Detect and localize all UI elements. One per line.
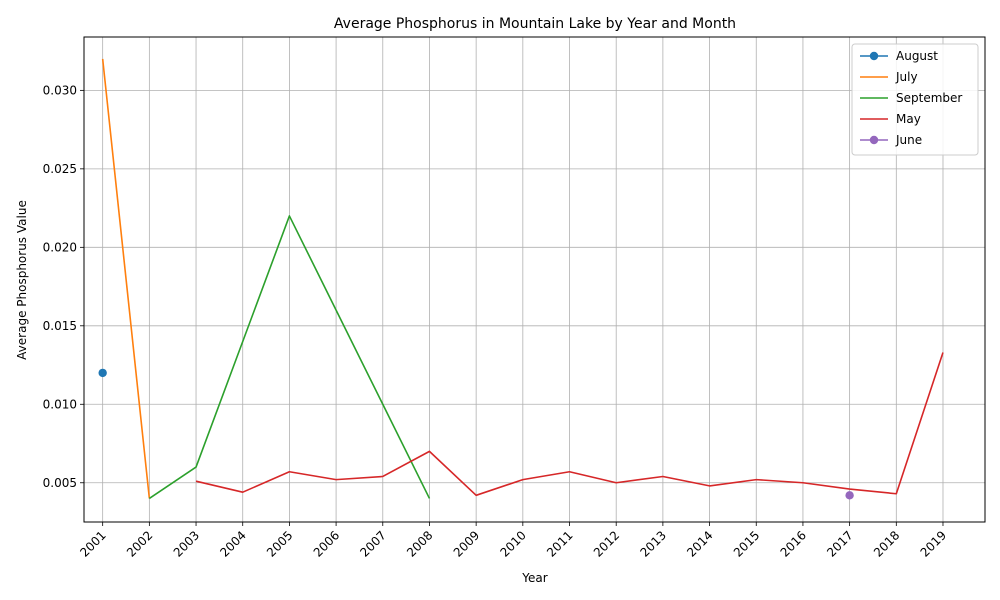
y-tick-label: 0.020 xyxy=(43,240,77,254)
y-axis-ticks: 0.005 0.010 0.015 0.020 0.025 0.030 xyxy=(43,83,84,490)
y-tick-label: 0.005 xyxy=(43,476,77,490)
series-line-july xyxy=(101,58,151,499)
chart-title: Average Phosphorus in Mountain Lake by Y… xyxy=(334,16,736,32)
y-tick-label: 0.030 xyxy=(43,83,77,97)
legend-item-june: June xyxy=(860,133,922,147)
legend-item-july: July xyxy=(860,70,918,84)
legend-item-august: August xyxy=(860,49,938,63)
legend-item-september: September xyxy=(860,91,962,105)
y-tick-label: 0.015 xyxy=(43,319,77,333)
y-axis-label: Average Phosphorus Value xyxy=(15,200,29,360)
legend-box xyxy=(851,43,979,156)
legend-item-may: May xyxy=(860,112,921,126)
series-may xyxy=(195,352,944,497)
legend-label: May xyxy=(896,112,921,126)
legend-label: June xyxy=(895,133,922,147)
plot-frame xyxy=(83,36,986,523)
series-june xyxy=(845,491,854,500)
legend-label: July xyxy=(895,70,918,84)
legend-label: September xyxy=(896,91,962,105)
x-axis-label: Year xyxy=(521,571,547,585)
legend: August July September May June xyxy=(851,43,979,156)
series-line-may xyxy=(195,352,944,497)
series-august xyxy=(98,368,107,378)
legend-marker-august xyxy=(869,51,879,61)
data-point-august xyxy=(98,368,107,378)
series-line-september xyxy=(148,215,431,500)
grid xyxy=(84,37,985,522)
series-lines xyxy=(98,58,944,500)
legend-label: August xyxy=(896,49,938,63)
y-tick-label: 0.010 xyxy=(43,397,77,411)
series-september xyxy=(148,215,431,500)
legend-marker-june xyxy=(869,135,879,145)
data-point-june xyxy=(845,491,854,500)
y-tick-label: 0.025 xyxy=(43,162,77,176)
series-july xyxy=(101,58,151,499)
